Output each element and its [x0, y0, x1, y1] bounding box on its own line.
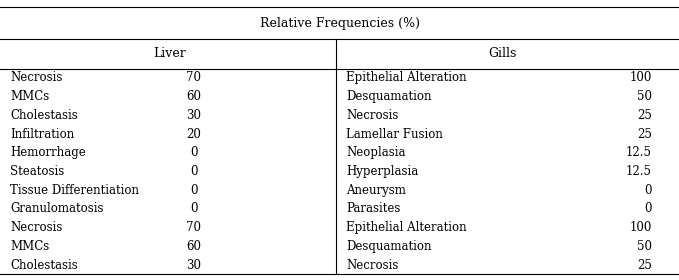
Text: 50: 50 — [637, 90, 652, 103]
Text: Epithelial Alteration: Epithelial Alteration — [346, 71, 467, 85]
Text: 60: 60 — [186, 240, 201, 253]
Text: Cholestasis: Cholestasis — [10, 258, 78, 272]
Text: 0: 0 — [189, 165, 198, 178]
Text: 12.5: 12.5 — [626, 146, 652, 159]
Text: Tissue Differentiation: Tissue Differentiation — [10, 184, 139, 197]
Text: 100: 100 — [629, 221, 652, 234]
Text: Hemorrhage: Hemorrhage — [10, 146, 86, 159]
Text: Necrosis: Necrosis — [346, 258, 399, 272]
Text: Cholestasis: Cholestasis — [10, 109, 78, 122]
Text: 0: 0 — [189, 146, 198, 159]
Text: Aneurysm: Aneurysm — [346, 184, 406, 197]
Text: 30: 30 — [186, 258, 201, 272]
Text: 0: 0 — [189, 202, 198, 215]
Text: 0: 0 — [644, 184, 652, 197]
Text: Relative Frequencies (%): Relative Frequencies (%) — [259, 17, 420, 30]
Text: MMCs: MMCs — [10, 240, 50, 253]
Text: Parasites: Parasites — [346, 202, 401, 215]
Text: 70: 70 — [186, 71, 201, 85]
Text: Epithelial Alteration: Epithelial Alteration — [346, 221, 467, 234]
Text: Infiltration: Infiltration — [10, 128, 75, 141]
Text: Gills: Gills — [488, 47, 517, 60]
Text: 30: 30 — [186, 109, 201, 122]
Text: Necrosis: Necrosis — [10, 221, 62, 234]
Text: Hyperplasia: Hyperplasia — [346, 165, 418, 178]
Text: 100: 100 — [629, 71, 652, 85]
Text: 60: 60 — [186, 90, 201, 103]
Text: Liver: Liver — [153, 47, 186, 60]
Text: Neoplasia: Neoplasia — [346, 146, 406, 159]
Text: 0: 0 — [189, 184, 198, 197]
Text: Lamellar Fusion: Lamellar Fusion — [346, 128, 443, 141]
Text: 25: 25 — [637, 109, 652, 122]
Text: Steatosis: Steatosis — [10, 165, 65, 178]
Text: Granulomatosis: Granulomatosis — [10, 202, 104, 215]
Text: Desquamation: Desquamation — [346, 90, 432, 103]
Text: 25: 25 — [637, 258, 652, 272]
Text: 20: 20 — [186, 128, 201, 141]
Text: Desquamation: Desquamation — [346, 240, 432, 253]
Text: 50: 50 — [637, 240, 652, 253]
Text: MMCs: MMCs — [10, 90, 50, 103]
Text: 25: 25 — [637, 128, 652, 141]
Text: Necrosis: Necrosis — [10, 71, 62, 85]
Text: 12.5: 12.5 — [626, 165, 652, 178]
Text: 0: 0 — [644, 202, 652, 215]
Text: Necrosis: Necrosis — [346, 109, 399, 122]
Text: 70: 70 — [186, 221, 201, 234]
